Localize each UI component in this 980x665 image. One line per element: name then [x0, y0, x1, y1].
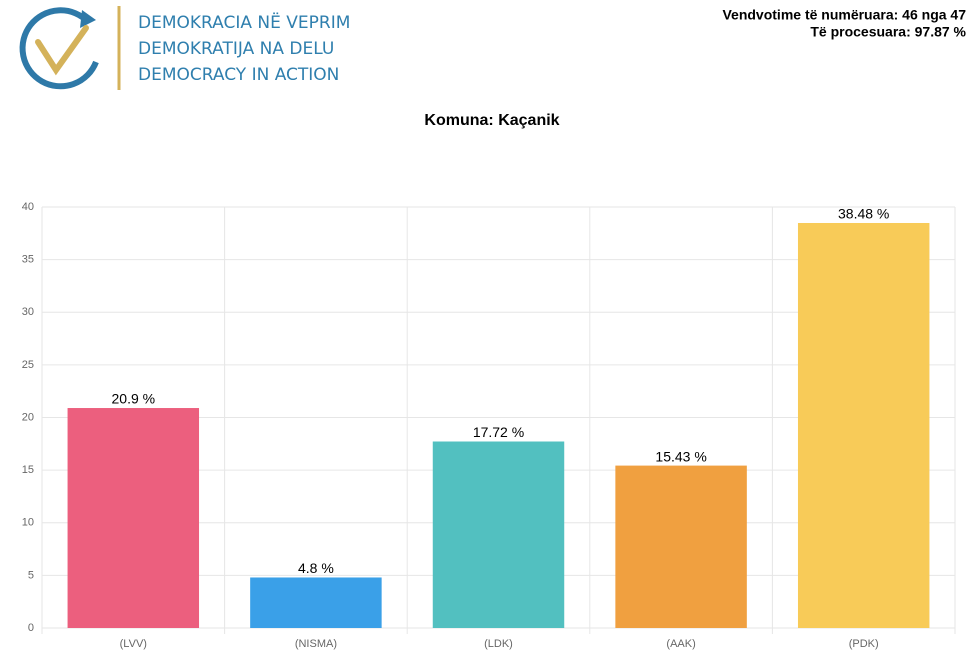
status-text: Vendvotime të numëruara: 46 nga 47: [722, 7, 966, 23]
x-tick-label: (NISMA): [295, 638, 337, 650]
bar: [432, 441, 565, 628]
logo-text: DEMOKRATIJA NA DELU: [138, 39, 334, 59]
y-tick-label: 0: [28, 622, 34, 634]
value-label: 15.43 %: [655, 448, 706, 464]
bar: [250, 577, 382, 628]
bar: [615, 465, 747, 628]
y-tick-label: 40: [22, 201, 34, 213]
y-tick-label: 30: [22, 306, 34, 318]
value-label: 17.72 %: [473, 424, 524, 440]
bar: [797, 222, 930, 629]
value-label: 4.8 %: [298, 560, 334, 576]
chart-title: Komuna: Kaçanik: [424, 112, 559, 129]
logo-text: DEMOCRACY IN ACTION: [138, 65, 339, 85]
value-label: 20.9 %: [112, 391, 156, 407]
y-tick-label: 20: [22, 411, 34, 423]
x-tick-label: (PDK): [849, 638, 879, 650]
y-tick-label: 15: [22, 464, 34, 476]
y-tick-label: 10: [22, 517, 34, 529]
value-label: 38.48 %: [838, 206, 889, 222]
x-tick-label: (LVV): [120, 638, 147, 650]
y-tick-label: 25: [22, 359, 34, 371]
x-tick-label: (LDK): [484, 638, 513, 650]
x-tick-label: (AAK): [666, 638, 695, 650]
bar: [67, 408, 200, 628]
y-tick-label: 5: [28, 569, 34, 581]
logo-icon: [19, 7, 99, 90]
y-tick-label: 35: [22, 254, 34, 266]
status-text: Të procesuara: 97.87 %: [810, 24, 966, 40]
logo-text: DEMOKRACIA NË VEPRIM: [138, 12, 350, 33]
